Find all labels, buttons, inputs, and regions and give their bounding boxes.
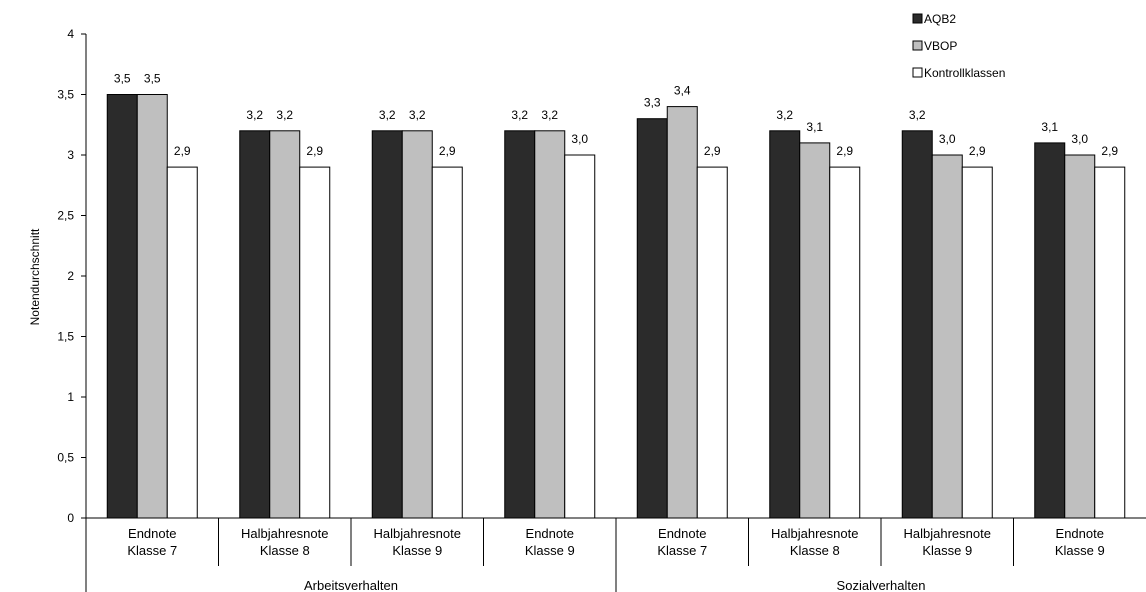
bar-value-label: 3,0: [571, 132, 588, 146]
bar-value-label: 2,9: [704, 144, 721, 158]
y-tick-label: 2: [67, 269, 74, 283]
bar-vbop: [1064, 154, 1096, 519]
bar-aqb2: [901, 130, 933, 519]
bar-aqb2: [636, 118, 668, 519]
y-tick-label: 0,5: [57, 451, 74, 465]
bar-aqb2: [371, 130, 403, 519]
bar-kontrollklassen: [564, 154, 596, 519]
x-category-label: Klasse 9: [1055, 543, 1105, 558]
bar-value-label: 3,2: [276, 108, 293, 122]
y-tick-label: 3: [67, 148, 74, 162]
y-axis-title: Notendurchschnitt: [28, 228, 42, 325]
x-category-label: Klasse 8: [790, 543, 840, 558]
x-category-label: Halbjahresnote: [904, 526, 991, 541]
bar-value-label: 2,9: [174, 144, 191, 158]
bar-value-label: 2,9: [439, 144, 456, 158]
x-category-label: Klasse 9: [392, 543, 442, 558]
bar-value-label: 3,2: [511, 108, 528, 122]
bar-value-label: 3,2: [246, 108, 263, 122]
bar-value-label: 3,4: [674, 84, 691, 98]
x-category-label: Halbjahresnote: [241, 526, 328, 541]
bar-vbop: [401, 130, 433, 519]
bar-kontrollklassen: [166, 166, 198, 519]
bar-vbop: [931, 154, 963, 519]
x-category-label: Halbjahresnote: [374, 526, 461, 541]
bar-value-label: 3,0: [1071, 132, 1088, 146]
bar-aqb2: [239, 130, 271, 519]
bar-aqb2: [769, 130, 801, 519]
bar-value-label: 3,2: [909, 108, 926, 122]
x-category-label: Endnote: [1056, 526, 1104, 541]
bar-value-label: 2,9: [969, 144, 986, 158]
bar-aqb2: [1034, 142, 1066, 519]
x-category-label: Klasse 9: [525, 543, 575, 558]
x-category-label: Klasse 8: [260, 543, 310, 558]
bar-value-label: 3,2: [541, 108, 558, 122]
legend-label: Kontrollklassen: [924, 66, 1005, 80]
legend-swatch-vbop: [912, 40, 923, 51]
legend-swatch-kontrollklassen: [912, 67, 923, 78]
bar-vbop: [534, 130, 566, 519]
x-group-label: Arbeitsverhalten: [304, 578, 398, 592]
bar-vbop: [799, 142, 831, 519]
bar-value-label: 2,9: [836, 144, 853, 158]
bar-value-label: 2,9: [306, 144, 323, 158]
y-tick-label: 1: [67, 390, 74, 404]
x-category-label: Endnote: [526, 526, 574, 541]
bar-value-label: 3,5: [144, 72, 161, 86]
bar-value-label: 3,1: [1041, 120, 1058, 134]
y-tick-label: 3,5: [57, 88, 74, 102]
bar-value-label: 3,2: [379, 108, 396, 122]
bar-aqb2: [504, 130, 536, 519]
bar-kontrollklassen: [961, 166, 993, 519]
y-tick-label: 2,5: [57, 209, 74, 223]
x-category-label: Klasse 7: [127, 543, 177, 558]
bar-kontrollklassen: [829, 166, 861, 519]
x-category-label: Klasse 9: [922, 543, 972, 558]
legend-swatch-aqb2: [912, 13, 923, 24]
bar-value-label: 3,2: [409, 108, 426, 122]
bar-vbop: [136, 94, 168, 519]
bar-kontrollklassen: [1094, 166, 1126, 519]
x-category-label: Halbjahresnote: [771, 526, 858, 541]
bar-value-label: 2,9: [1101, 144, 1118, 158]
x-group-label: Sozialverhalten: [837, 578, 926, 592]
bar-value-label: 3,5: [114, 72, 131, 86]
bar-kontrollklassen: [696, 166, 728, 519]
x-category-label: Endnote: [128, 526, 176, 541]
legend-label: AQB2: [924, 12, 956, 26]
legend-label: VBOP: [924, 39, 957, 53]
bar-value-label: 3,0: [939, 132, 956, 146]
bar-kontrollklassen: [431, 166, 463, 519]
y-tick-label: 0: [67, 511, 74, 525]
bar-vbop: [269, 130, 301, 519]
bar-vbop: [666, 106, 698, 519]
x-category-label: Klasse 7: [657, 543, 707, 558]
bar-value-label: 3,3: [644, 96, 661, 110]
y-tick-label: 4: [67, 27, 74, 41]
y-tick-label: 1,5: [57, 330, 74, 344]
bar-value-label: 3,1: [806, 120, 823, 134]
x-category-label: Endnote: [658, 526, 706, 541]
bar-kontrollklassen: [299, 166, 331, 519]
bar-value-label: 3,2: [776, 108, 793, 122]
bar-aqb2: [106, 94, 138, 519]
